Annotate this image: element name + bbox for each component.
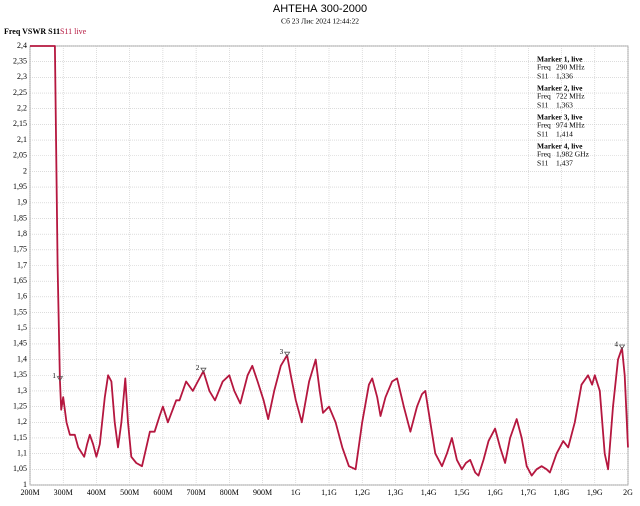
y-tick-label: 1,9	[17, 198, 27, 207]
y-tick-label: 1,05	[13, 464, 27, 473]
y-tick-label: 1,3	[17, 386, 27, 395]
marker	[283, 351, 291, 357]
x-tick-label: 1,4G	[421, 488, 437, 497]
marker-label: 3	[280, 348, 284, 356]
y-tick-label: 1,4	[17, 354, 27, 363]
y-tick-label: 1,95	[13, 182, 27, 191]
y-tick-label: 2,35	[13, 57, 27, 66]
y-tick-label: 1,7	[17, 260, 27, 269]
marker-s11: 1,414	[556, 130, 573, 139]
marker-label: 2	[196, 364, 200, 372]
y-tick-label: 1,25	[13, 401, 27, 410]
y-tick-label: 1	[23, 480, 27, 489]
y-tick-label: 1,75	[13, 245, 27, 254]
y-tick-label: 2	[23, 166, 27, 175]
y-tick-label: 2,15	[13, 119, 27, 128]
y-tick-label: 2,25	[13, 88, 27, 97]
marker-freq: 1,982 GHz	[556, 150, 590, 159]
y-tick-label: 1,85	[13, 213, 27, 222]
marker-freq-label: Freq	[537, 121, 551, 130]
marker-title: Marker 3, live	[537, 113, 583, 122]
x-tick-label: 1,7G	[520, 488, 536, 497]
x-tick-label: 500M	[120, 488, 139, 497]
marker-title: Marker 2, live	[537, 84, 583, 93]
marker-freq: 974 MHz	[556, 121, 585, 130]
y-tick-label: 1,6	[17, 292, 27, 301]
y-tick-label: 2,1	[17, 135, 27, 144]
x-tick-label: 900M	[253, 488, 272, 497]
marker-freq-label: Freq	[537, 63, 551, 72]
x-tick-label: 1G	[291, 488, 301, 497]
y-tick-label: 2,05	[13, 151, 27, 160]
y-tick-label: 2,2	[17, 104, 27, 113]
marker	[56, 376, 64, 382]
marker-label: 4	[615, 341, 619, 349]
marker-s11-label: S11	[537, 159, 549, 168]
y-tick-label: 1,2	[17, 417, 27, 426]
marker-s11: 1,363	[556, 101, 573, 110]
x-tick-label: 800M	[220, 488, 239, 497]
marker-freq: 722 MHz	[556, 92, 585, 101]
marker-s11-label: S11	[537, 130, 549, 139]
x-tick-label: 600M	[153, 488, 172, 497]
y-tick-label: 1,45	[13, 339, 27, 348]
x-tick-label: 200M	[20, 488, 39, 497]
marker-title: Marker 1, live	[537, 55, 583, 64]
y-tick-label: 1,8	[17, 229, 27, 238]
x-tick-label: 1,6G	[487, 488, 503, 497]
y-tick-label: 1,55	[13, 307, 27, 316]
marker-s11-label: S11	[537, 101, 549, 110]
marker-freq: 290 MHz	[556, 63, 585, 72]
x-tick-label: 700M	[187, 488, 206, 497]
marker-label: 1	[52, 372, 56, 380]
marker-s11: 1,336	[556, 72, 573, 81]
y-tick-label: 1,65	[13, 276, 27, 285]
x-tick-label: 1,8G	[554, 488, 570, 497]
x-tick-label: 1,9G	[587, 488, 603, 497]
marker-s11: 1,437	[556, 159, 573, 168]
chart-subtitle: Сб 23 Лис 2024 12:44:22	[281, 17, 359, 26]
marker-title: Marker 4, live	[537, 142, 583, 151]
trace	[30, 45, 629, 477]
x-tick-label: 1,5G	[454, 488, 470, 497]
legend-entry: S11 live	[60, 27, 87, 36]
y-tick-label: 1,35	[13, 370, 27, 379]
x-tick-label: 300M	[54, 488, 73, 497]
marker	[618, 344, 626, 350]
marker-freq-label: Freq	[537, 150, 551, 159]
y-tick-label: 1,15	[13, 433, 27, 442]
x-tick-label: 400M	[87, 488, 106, 497]
marker-s11-label: S11	[537, 72, 549, 81]
marker-freq-label: Freq	[537, 92, 551, 101]
x-tick-label: 1,3G	[388, 488, 404, 497]
x-tick-label: 1,1G	[321, 488, 337, 497]
x-tick-label: 2G	[623, 488, 633, 497]
marker	[200, 367, 207, 373]
y-tick-label: 2,3	[17, 72, 27, 81]
chart-title: АНТЕНА 300-2000	[273, 3, 367, 15]
x-tick-label: 1,2G	[354, 488, 370, 497]
axis-title: Freq VSWR S11	[4, 27, 60, 36]
y-tick-label: 1,1	[17, 448, 27, 457]
y-tick-label: 2,4	[17, 41, 27, 50]
y-tick-label: 1,5	[17, 323, 27, 332]
